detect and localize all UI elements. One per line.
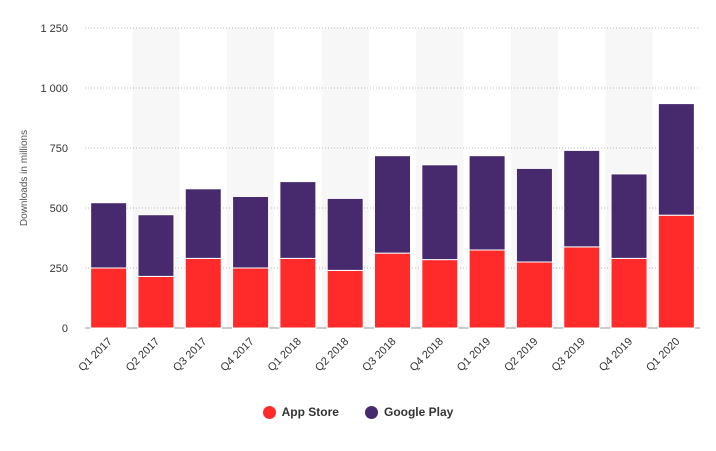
bar-app-store[interactable] [90,267,128,329]
bar-app-store[interactable] [515,261,553,329]
bar-app-store[interactable] [232,267,270,329]
x-tick-label: Q3 2017 [171,336,209,374]
x-tick-label: Q3 2018 [360,336,398,374]
bar-google-play[interactable] [232,195,270,269]
legend-item-google-play[interactable]: Google Play [364,405,454,419]
bar-google-play[interactable] [374,155,411,254]
x-axis-ticks: Q1 2017 Q2 2017 Q3 2017 Q4 2017 Q1 2018 Q2 20… [76,336,682,374]
bar-google-play[interactable] [326,197,364,271]
bar-app-store[interactable] [657,214,695,329]
bar-app-store[interactable] [184,257,222,329]
x-tick-label: Q4 2019 [597,336,635,374]
bar-app-store[interactable] [137,275,175,329]
bar-app-store[interactable] [421,259,459,329]
y-axis-label: Downloads in millions [19,130,30,226]
x-tick-label: Q2 2017 [124,336,162,374]
legend-item-app-store[interactable]: App Store [262,405,339,419]
y-tick-label: 1 000 [40,83,68,95]
bar-app-store[interactable] [374,252,411,329]
y-tick-label: 250 [50,263,68,275]
legend: App Store Google Play [0,405,716,419]
legend-label-app-store: App Store [281,405,339,419]
bar-google-play[interactable] [184,188,222,259]
x-tick-label: Q2 2019 [502,336,540,374]
bar-google-play[interactable] [563,149,601,248]
legend-marker-app-store [262,405,276,419]
x-tick-label: Q2 2018 [313,336,351,374]
x-tick-label: Q1 2019 [455,336,493,374]
bar-google-play[interactable] [137,214,175,277]
y-axis-ticks: 0 250 500 750 1 000 1 250 [40,23,68,335]
bar-google-play[interactable] [657,103,695,216]
bar-google-play[interactable] [279,181,317,259]
x-tick-label: Q4 2018 [408,336,446,374]
bar-google-play[interactable] [90,202,128,269]
bar-app-store[interactable] [279,257,317,329]
y-tick-label: 500 [50,203,68,215]
x-tick-label: Q3 2019 [550,336,588,374]
y-tick-label: 1 250 [40,23,68,35]
bar-google-play[interactable] [468,155,506,251]
bars [90,103,695,329]
y-tick-label: 750 [50,143,68,155]
x-tick-label: Q1 2020 [644,336,682,374]
bar-google-play[interactable] [421,164,459,261]
bar-app-store[interactable] [326,269,364,329]
bar-app-store[interactable] [563,246,601,329]
legend-marker-google-play [364,405,378,419]
x-tick-label: Q1 2017 [76,336,114,374]
x-tick-label: Q1 2018 [266,336,304,374]
y-tick-label: 0 [62,323,68,335]
legend-label-google-play: Google Play [383,405,454,419]
bar-google-play[interactable] [610,173,648,259]
bar-app-store[interactable] [468,249,506,329]
bar-google-play[interactable] [515,167,553,263]
bar-app-store[interactable] [610,257,648,329]
x-tick-label: Q4 2017 [218,336,256,374]
